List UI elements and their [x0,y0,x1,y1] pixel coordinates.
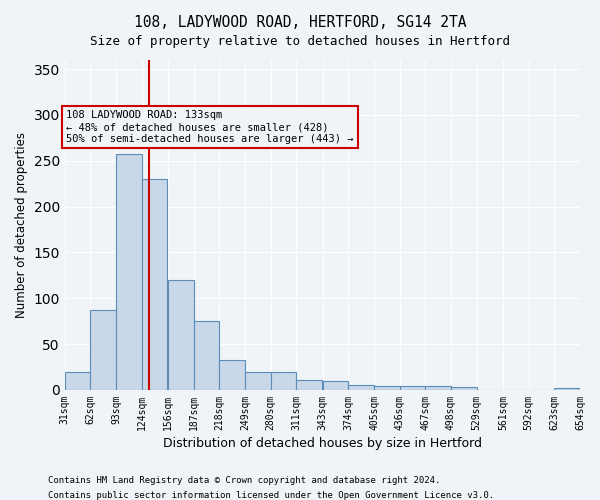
Bar [400,386,425,390]
Bar [296,380,322,390]
Bar [554,388,580,390]
Bar [65,372,91,390]
Bar [425,386,451,390]
Bar [271,372,296,390]
Bar [323,381,349,390]
Text: Contains public sector information licensed under the Open Government Licence v3: Contains public sector information licen… [48,491,494,500]
Bar [194,321,220,390]
Bar [116,154,142,390]
Text: 108 LADYWOOD ROAD: 133sqm
← 48% of detached houses are smaller (428)
50% of semi: 108 LADYWOOD ROAD: 133sqm ← 48% of detac… [67,110,354,144]
Bar [349,386,374,390]
X-axis label: Distribution of detached houses by size in Hertford: Distribution of detached houses by size … [163,437,482,450]
Bar [451,387,476,390]
Bar [220,360,245,390]
Bar [91,310,116,390]
Text: Contains HM Land Registry data © Crown copyright and database right 2024.: Contains HM Land Registry data © Crown c… [48,476,440,485]
Bar [374,386,400,390]
Text: 108, LADYWOOD ROAD, HERTFORD, SG14 2TA: 108, LADYWOOD ROAD, HERTFORD, SG14 2TA [134,15,466,30]
Bar [142,179,167,390]
Bar [168,280,194,390]
Y-axis label: Number of detached properties: Number of detached properties [15,132,28,318]
Text: Size of property relative to detached houses in Hertford: Size of property relative to detached ho… [90,35,510,48]
Bar [245,372,271,390]
